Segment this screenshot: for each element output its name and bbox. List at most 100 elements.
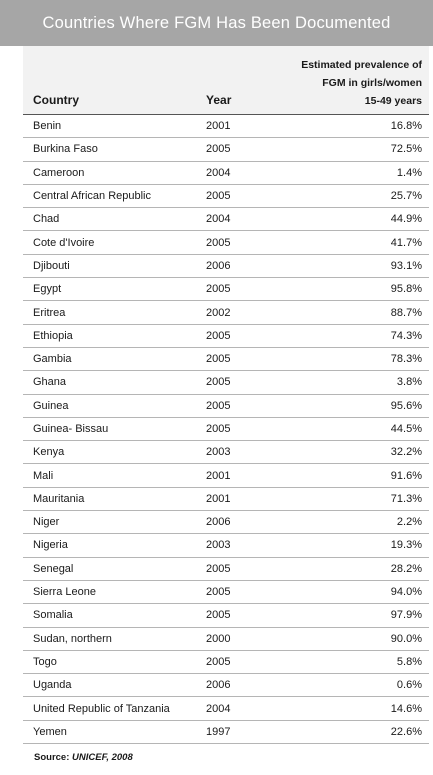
cell-year: 2005: [206, 329, 231, 342]
cell-country: Benin: [33, 120, 62, 133]
cell-year: 2005: [206, 376, 231, 389]
cell-prevalence: 22.6%: [390, 725, 422, 738]
cell-year: 2005: [206, 655, 231, 668]
cell-prevalence: 78.3%: [390, 353, 422, 366]
cell-year: 2002: [206, 306, 231, 319]
cell-country: Niger: [33, 516, 60, 529]
cell-country: Ethiopia: [33, 329, 73, 342]
cell-country: Uganda: [33, 679, 72, 692]
cell-year: 2003: [206, 446, 231, 459]
cell-prevalence: 28.2%: [390, 562, 422, 575]
header-prevalence-line3: 15-49 years: [364, 95, 422, 107]
table-row: Chad 2004 44.9%: [23, 208, 429, 232]
table-row: Guinea 2005 95.6%: [23, 394, 429, 418]
cell-year: 2005: [206, 283, 231, 296]
cell-prevalence: 19.3%: [390, 539, 422, 552]
cell-year: 2005: [206, 236, 231, 249]
cell-country: Mali: [33, 469, 54, 482]
cell-country: Chad: [33, 213, 60, 226]
cell-country: Gambia: [33, 353, 72, 366]
cell-country: Nigeria: [33, 539, 68, 552]
cell-prevalence: 74.3%: [390, 329, 422, 342]
cell-year: 2000: [206, 632, 231, 645]
cell-country: United Republic of Tanzania: [33, 702, 170, 715]
cell-year: 2004: [206, 166, 231, 179]
table-row: Benin 2001 16.8%: [23, 115, 429, 139]
table-row: Somalia 2005 97.9%: [23, 604, 429, 628]
table-row: Sierra Leone 2005 94.0%: [23, 580, 429, 605]
table-row: United Republic of Tanzania 2004 14.6%: [23, 697, 429, 721]
cell-prevalence: 95.8%: [390, 283, 422, 296]
cell-country: Cote d'Ivoire: [33, 236, 95, 249]
table-row: Cameroon 2004 1.4%: [23, 161, 429, 185]
table-body: Benin 2001 16.8% Burkina Faso 2005 72.5% Camer…: [23, 115, 429, 745]
table-row: Nigeria 2003 19.3%: [23, 534, 429, 558]
cell-year: 2006: [206, 259, 231, 272]
table-header: Country Year Estimated prevalence of FGM…: [23, 46, 429, 115]
cell-country: Cameroon: [33, 166, 85, 179]
cell-country: Eritrea: [33, 306, 66, 319]
table-row: Egypt 2005 95.8%: [23, 278, 429, 302]
header-country: Country: [33, 93, 79, 107]
table-row: Uganda 2006 0.6%: [23, 674, 429, 698]
cell-year: 2005: [206, 423, 231, 435]
cell-country: Egypt: [33, 283, 62, 296]
cell-country: Sierra Leone: [33, 586, 96, 599]
header-prevalence-line2: FGM in girls/women: [322, 77, 422, 89]
table-row: Eritrea 2002 88.7%: [23, 301, 429, 325]
cell-prevalence: 16.8%: [390, 120, 422, 133]
cell-prevalence: 41.7%: [390, 236, 422, 249]
cell-prevalence: 88.7%: [390, 306, 422, 319]
cell-prevalence: 0.6%: [396, 679, 422, 692]
cell-year: 2005: [206, 586, 231, 599]
table-title: Countries Where FGM Has Been Documented: [0, 0, 433, 46]
cell-year: 2006: [206, 516, 231, 529]
cell-prevalence: 94.0%: [390, 586, 422, 599]
table-row: Guinea- Bissau 2005 44.5%: [23, 417, 429, 442]
cell-prevalence: 2.2%: [396, 516, 422, 529]
cell-prevalence: 72.5%: [390, 143, 422, 156]
table-row: Mauritania 2001 71.3%: [23, 487, 429, 512]
table-row: Cote d'Ivoire 2005 41.7%: [23, 231, 429, 255]
cell-prevalence: 44.5%: [390, 423, 422, 435]
cell-year: 2001: [206, 492, 231, 505]
cell-year: 2003: [206, 539, 231, 552]
cell-year: 2004: [206, 213, 231, 226]
table-row: Togo 2005 5.8%: [23, 650, 429, 675]
cell-country: Yemen: [33, 725, 67, 738]
header-year: Year: [206, 93, 232, 107]
cell-prevalence: 93.1%: [390, 259, 422, 272]
table-row: Niger 2006 2.2%: [23, 511, 429, 535]
cell-prevalence: 1.4%: [396, 166, 422, 179]
prevalence-table: Country Year Estimated prevalence of FGM…: [23, 46, 429, 745]
cell-prevalence: 32.2%: [390, 446, 422, 459]
cell-year: 1997: [206, 725, 231, 738]
source-label: Source:: [34, 752, 73, 763]
cell-year: 2005: [206, 609, 231, 622]
table-row: Mali 2001 91.6%: [23, 464, 429, 488]
cell-prevalence: 5.8%: [396, 655, 422, 668]
table-row: Kenya 2003 32.2%: [23, 441, 429, 465]
table-row: Burkina Faso 2005 72.5%: [23, 138, 429, 162]
cell-country: Somalia: [33, 609, 73, 622]
cell-prevalence: 95.6%: [390, 399, 422, 412]
header-prevalence: Estimated prevalence of FGM in girls/wom…: [282, 56, 422, 110]
cell-year: 2005: [206, 562, 231, 575]
table-row: Ghana 2005 3.8%: [23, 371, 429, 395]
cell-year: 2001: [206, 120, 231, 133]
table-row: Yemen 1997 22.6%: [23, 720, 429, 745]
cell-country: Central African Republic: [33, 190, 152, 203]
cell-country: Kenya: [33, 446, 65, 459]
cell-country: Senegal: [33, 562, 74, 575]
cell-country: Sudan, northern: [33, 632, 112, 645]
cell-prevalence: 97.9%: [390, 609, 422, 622]
cell-country: Mauritania: [33, 492, 85, 505]
table-row: Central African Republic 2005 25.7%: [23, 184, 429, 209]
cell-country: Burkina Faso: [33, 143, 98, 156]
cell-prevalence: 90.0%: [390, 632, 422, 645]
table-row: Djibouti 2006 93.1%: [23, 254, 429, 279]
cell-year: 2006: [206, 679, 231, 692]
cell-country: Togo: [33, 655, 57, 668]
cell-prevalence: 44.9%: [390, 213, 422, 226]
cell-prevalence: 25.7%: [390, 190, 422, 203]
